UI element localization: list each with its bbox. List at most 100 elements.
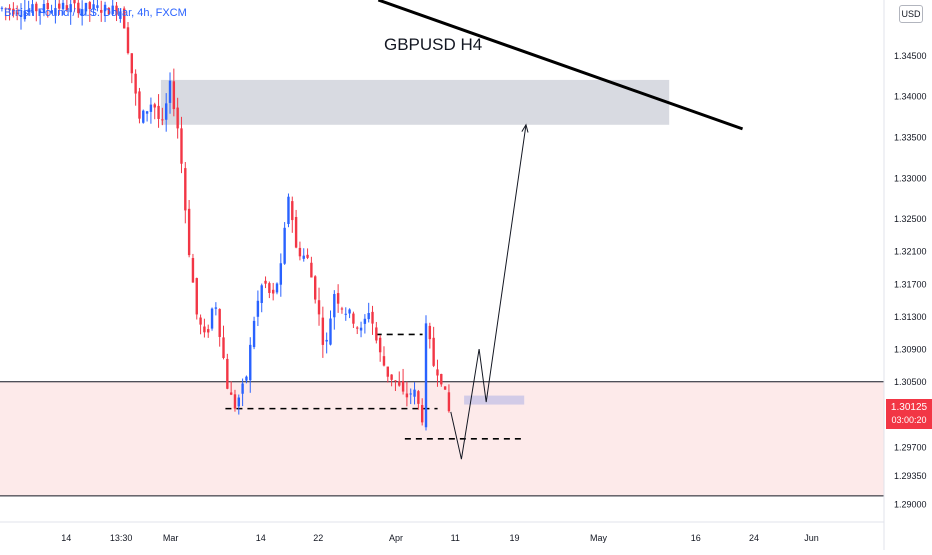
candle-body — [447, 392, 451, 412]
x-tick-label: 11 — [451, 533, 460, 543]
candle-body — [15, 12, 19, 14]
candle-body — [96, 5, 99, 8]
candle-body — [386, 366, 389, 377]
candle-body — [130, 53, 134, 74]
candle-body — [314, 276, 317, 300]
candle-body — [191, 258, 195, 283]
candle-body — [363, 318, 367, 324]
y-tick-label: 1.31700 — [894, 279, 927, 289]
candle-body — [241, 383, 244, 394]
resistance-zone — [160, 79, 670, 125]
y-tick-label: 1.34500 — [894, 51, 927, 61]
currency-badge[interactable]: USD — [899, 5, 923, 23]
x-tick-label: 13:30 — [110, 533, 133, 543]
candle-body — [233, 394, 237, 409]
candle-body — [23, 11, 27, 20]
candle-body — [283, 227, 286, 264]
last-price-tag: 1.30125 03:00:20 — [886, 399, 932, 429]
candle-body — [12, 8, 15, 15]
y-tick-label: 1.33500 — [894, 133, 927, 143]
candle-body — [302, 255, 305, 259]
candle-body — [413, 389, 416, 397]
candle-body — [340, 308, 344, 310]
candle-body — [126, 27, 130, 54]
candle-body — [107, 8, 111, 15]
candle-body — [401, 381, 405, 392]
candle-body — [390, 374, 393, 380]
x-tick-label: 24 — [749, 533, 759, 543]
candle-body — [325, 339, 328, 342]
candle-body — [298, 247, 302, 257]
chart-title: GBPUSD H4 — [384, 35, 483, 54]
candle-body — [214, 307, 218, 309]
candle-body — [4, 8, 7, 10]
candle-body — [149, 104, 153, 112]
candle-body — [0, 7, 4, 9]
candle-body — [161, 119, 164, 121]
candle-body — [92, 4, 95, 10]
y-tick-label: 1.29700 — [894, 442, 927, 452]
candle-body — [329, 318, 332, 345]
candle-body — [344, 313, 347, 315]
candle-body — [321, 317, 325, 345]
symbol-label[interactable]: British Pound / U.S. Dollar, 4h, FXCM — [4, 7, 187, 19]
candle-body — [176, 107, 179, 129]
candle-body — [119, 11, 122, 19]
candle-body — [207, 329, 210, 333]
candle-body — [279, 263, 283, 285]
candle-body — [294, 216, 298, 248]
candle-body — [187, 208, 191, 256]
candle-body — [142, 110, 145, 123]
candle-body — [58, 3, 61, 9]
candle-body — [256, 300, 260, 317]
projection-path — [450, 124, 527, 460]
candle-body — [333, 294, 336, 318]
candle-body — [77, 2, 80, 14]
candle-body — [164, 103, 168, 120]
candle-body — [378, 337, 382, 353]
candle-body — [260, 285, 263, 303]
candle-body — [394, 380, 397, 382]
candle-body — [229, 392, 233, 395]
candle-body — [356, 327, 359, 329]
candle-body — [27, 9, 30, 13]
candle-body — [291, 201, 294, 221]
candle-body — [359, 327, 363, 331]
candle-body — [436, 369, 439, 376]
candle-body — [264, 280, 267, 284]
last-price-value: 1.30125 — [890, 402, 928, 413]
candle-body — [69, 4, 72, 13]
x-tick-label: 22 — [313, 533, 323, 543]
candle-body — [38, 10, 42, 13]
x-tick-label: 19 — [509, 533, 519, 543]
candle-body — [35, 3, 38, 12]
candle-body — [237, 397, 240, 407]
candle-body — [157, 105, 160, 119]
candle-body — [134, 73, 137, 94]
candle-body — [222, 337, 225, 358]
y-tick-label: 1.32500 — [894, 214, 927, 224]
candle-body — [65, 5, 69, 10]
candle-body — [184, 168, 187, 211]
candle-body — [46, 2, 49, 10]
candle-body — [375, 327, 378, 341]
y-tick-label: 1.32100 — [894, 247, 927, 257]
candle-body — [172, 81, 176, 110]
candle-body — [440, 373, 443, 385]
candle-body — [382, 356, 386, 366]
candle-body — [268, 283, 271, 293]
candle-body — [153, 104, 156, 108]
candle-body — [61, 2, 65, 10]
y-tick-label: 1.34000 — [894, 92, 927, 102]
candle-body — [180, 128, 183, 164]
y-tick-label: 1.31300 — [894, 312, 927, 322]
candle-body — [111, 5, 114, 15]
candle-body — [42, 3, 46, 14]
candle-body — [145, 111, 149, 114]
y-tick-label: 1.33000 — [894, 173, 927, 183]
candle-body — [409, 393, 412, 395]
candle-body — [122, 8, 126, 29]
candle-body — [306, 254, 309, 258]
candle-body — [50, 10, 53, 13]
